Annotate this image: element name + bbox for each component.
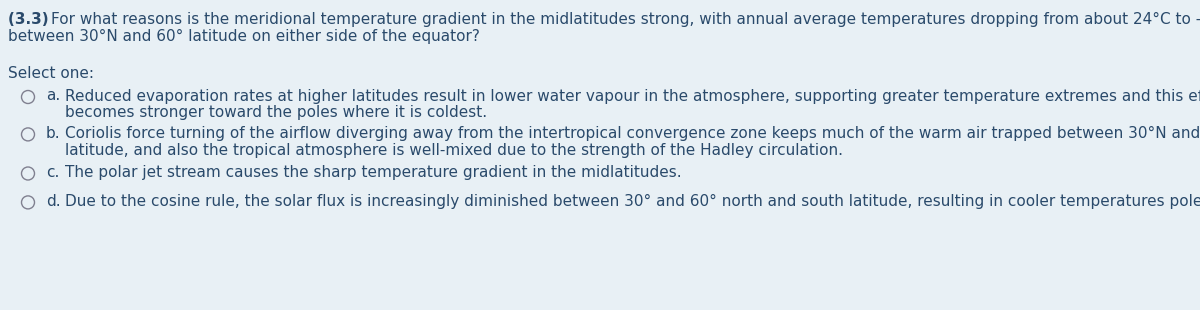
Text: d.: d. <box>46 194 61 209</box>
Text: Reduced evaporation rates at higher latitudes result in lower water vapour in th: Reduced evaporation rates at higher lati… <box>65 88 1200 104</box>
Text: becomes stronger toward the poles where it is coldest.: becomes stronger toward the poles where … <box>65 105 487 121</box>
Text: latitude, and also the tropical atmosphere is well-mixed due to the strength of : latitude, and also the tropical atmosphe… <box>65 143 842 158</box>
Text: Select one:: Select one: <box>8 66 94 82</box>
Text: between 30°N and 60° latitude on either side of the equator?: between 30°N and 60° latitude on either … <box>8 29 480 44</box>
Text: The polar jet stream causes the sharp temperature gradient in the midlatitudes.: The polar jet stream causes the sharp te… <box>65 165 682 180</box>
Text: (3.3): (3.3) <box>8 12 54 27</box>
Text: Coriolis force turning of the airflow diverging away from the intertropical conv: Coriolis force turning of the airflow di… <box>65 126 1200 141</box>
Text: a.: a. <box>46 88 60 104</box>
Text: b.: b. <box>46 126 61 141</box>
Text: c.: c. <box>46 165 59 180</box>
Text: For what reasons is the meridional temperature gradient in the midlatitudes stro: For what reasons is the meridional tempe… <box>50 12 1200 27</box>
Text: Due to the cosine rule, the solar flux is increasingly diminished between 30° an: Due to the cosine rule, the solar flux i… <box>65 194 1200 209</box>
